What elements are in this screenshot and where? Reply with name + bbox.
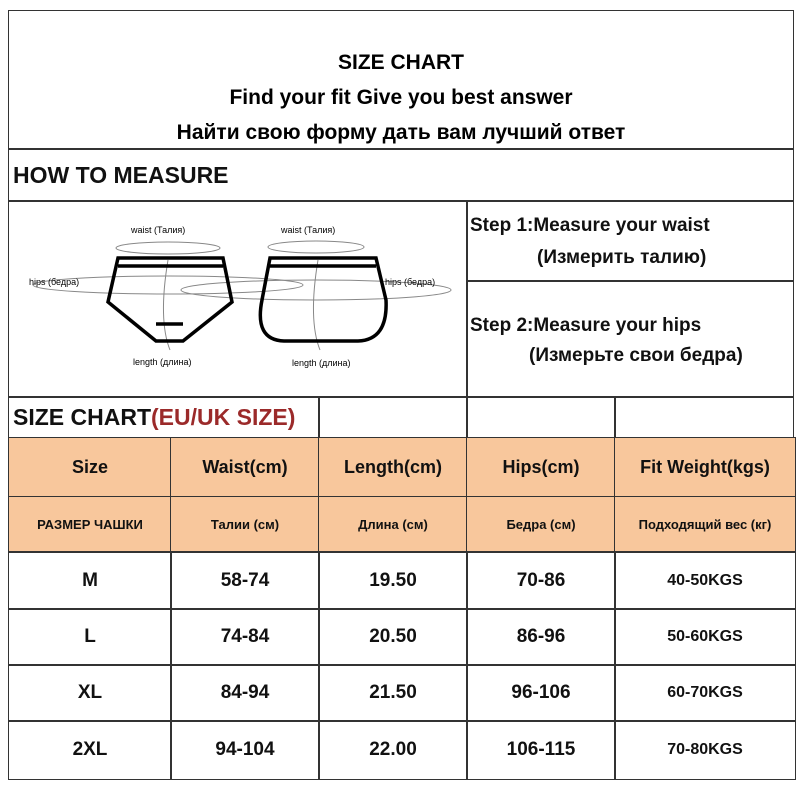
table-cell: M [8, 551, 172, 610]
column-header: Длина (см) [318, 496, 468, 553]
table-cell: 20.50 [318, 608, 468, 666]
waist-label: waist (Талия) [131, 225, 186, 235]
size-chart-heading-text: SIZE CHART [13, 404, 151, 430]
table-cell: 50-60KGS [614, 608, 796, 666]
table-cell: 58-74 [170, 551, 320, 610]
column-header: Бедра (см) [466, 496, 616, 553]
table-cell: 2XL [8, 720, 172, 780]
column-header: РАЗМЕР ЧАШКИ [8, 496, 172, 553]
step1-ru: (Измерить талию) [537, 247, 707, 268]
empty-cell [318, 396, 468, 439]
empty-cell [466, 396, 616, 439]
table-cell: 19.50 [318, 551, 468, 610]
column-header: Hips(cm) [466, 437, 616, 498]
size-chart-heading: SIZE CHART (EU/UK SIZE) [8, 396, 320, 439]
column-header: Size [8, 437, 172, 498]
column-header: Талии (см) [170, 496, 320, 553]
table-cell: 21.50 [318, 664, 468, 722]
table-cell: L [8, 608, 172, 666]
table-cell: 84-94 [170, 664, 320, 722]
table-cell: 74-84 [170, 608, 320, 666]
table-cell: 86-96 [466, 608, 616, 666]
table-cell: 60-70KGS [614, 664, 796, 722]
hips-label-2: hips (бедра) [385, 277, 436, 287]
subtitle-ru: Найти свою форму дать вам лучший ответ [176, 121, 626, 144]
step2-ru: (Измерьте свои бедра) [529, 345, 743, 366]
how-to-measure-heading: HOW TO MEASURE [8, 148, 794, 202]
table-cell: XL [8, 664, 172, 722]
size-chart-heading-accent: (EU/UK SIZE) [151, 404, 296, 430]
column-header: Length(cm) [318, 437, 468, 498]
underwear-diagram-icon [32, 240, 452, 351]
length-label: length (длина) [133, 357, 192, 367]
length-label-2: length (длина) [292, 358, 351, 368]
table-cell: 70-80KGS [614, 720, 796, 780]
step2-text: Step 2:Measure your hips [470, 315, 702, 336]
step1-text: Step 1:Measure your waist [470, 215, 710, 236]
table-cell: 22.00 [318, 720, 468, 780]
table-cell: 106-115 [466, 720, 616, 780]
measure-diagram: waist (Талия) waist (Талия) hips (бедра)… [8, 200, 468, 398]
waist-label-2: waist (Талия) [281, 225, 336, 235]
table-cell: 94-104 [170, 720, 320, 780]
title: SIZE CHART [338, 51, 464, 74]
step1-box: Step 1:Measure your waist (Измерить тали… [466, 200, 794, 282]
table-cell: 96-106 [466, 664, 616, 722]
column-header: Fit Weight(kgs) [614, 437, 796, 498]
empty-cell [614, 396, 794, 439]
table-cell: 40-50KGS [614, 551, 796, 610]
step2-box: Step 2:Measure your hips (Измерьте свои … [466, 280, 794, 398]
table-cell: 70-86 [466, 551, 616, 610]
title-box: SIZE CHART Find your fit Give you best a… [8, 10, 794, 150]
subtitle-en: Find your fit Give you best answer [229, 86, 573, 109]
hips-label: hips (бедра) [29, 277, 80, 287]
column-header: Waist(cm) [170, 437, 320, 498]
column-header: Подходящий вес (кг) [614, 496, 796, 553]
